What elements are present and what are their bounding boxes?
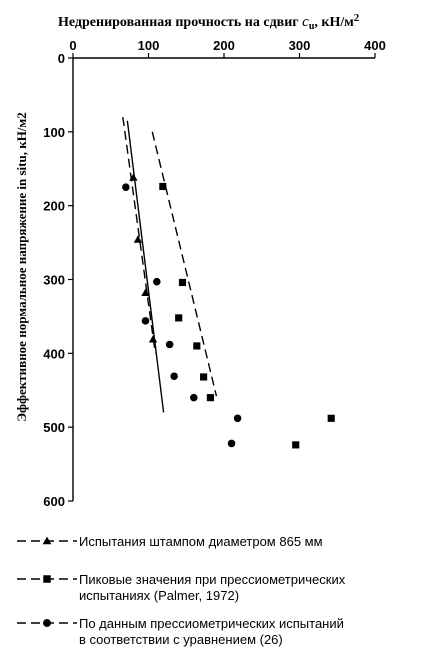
triangle-point [141,288,150,296]
circle-point [227,439,236,448]
y-tick-label: 400 [43,346,65,361]
y-axis-label: Эффективное нормальное напряжение in sit… [14,112,29,422]
circle-point [233,414,242,423]
circle-point [170,372,178,381]
trend-lines [122,116,218,413]
square-point [175,314,183,322]
circle-point [122,183,130,191]
y-tick-label: 100 [43,125,65,140]
y-tick-label: 0 [58,51,65,66]
trend-line [126,120,165,413]
circle-point [190,393,198,402]
title-superscript: 2 [354,12,360,24]
x-tick-label: 100 [138,38,160,53]
x-tick-label: 0 [69,38,76,53]
x-tick-label: 400 [364,38,386,53]
circle-point [165,340,174,349]
square-point [178,278,187,287]
data-points [122,173,335,449]
x-tick-label: 200 [213,38,235,53]
y-tick-label: 300 [43,273,65,288]
circle-point [153,277,161,286]
y-tick-label: 600 [43,494,65,509]
square-point [200,373,208,381]
square-point [292,441,300,449]
legend-circle-marker [43,619,51,627]
legend-label: По данным прессиометрических испытаний [79,616,344,631]
trend-line [151,131,218,397]
y-tick-label: 200 [43,199,65,214]
legend: Испытания штампом диаметром 865 мм Пиковы… [17,534,346,647]
triangle-point [133,235,143,243]
title-symbol: c [302,14,309,30]
legend-square-marker [43,575,51,583]
y-tick-label: 500 [43,420,65,435]
title-main: Недренированная прочность на сдвиг [58,15,302,30]
legend-label: Пиковые значения при прессиометрических [79,572,346,587]
square-point [193,342,201,350]
triangle-point [129,173,138,181]
legend-triangle-marker [42,536,52,545]
square-point [206,394,214,402]
circle-point [141,317,150,325]
square-point [159,182,167,191]
legend-label: Испытания штампом диаметром 865 мм [79,534,323,549]
legend-label: в соответствии с уравнением (26) [79,632,283,647]
triangle-point [148,335,158,343]
plot-axes: 0 100 200 300 400 0 100 200 300 400 500 600 [43,38,386,509]
chart-title: Недренированная прочность на сдвиг cu, к… [58,12,360,32]
trend-line [122,116,156,354]
square-point [327,414,335,422]
title-subscript: u [309,21,315,32]
x-tick-label: 300 [289,38,311,53]
legend-label: испытаниях (Palmer, 1972) [79,588,239,603]
title-unit: , кН/м [314,15,354,30]
